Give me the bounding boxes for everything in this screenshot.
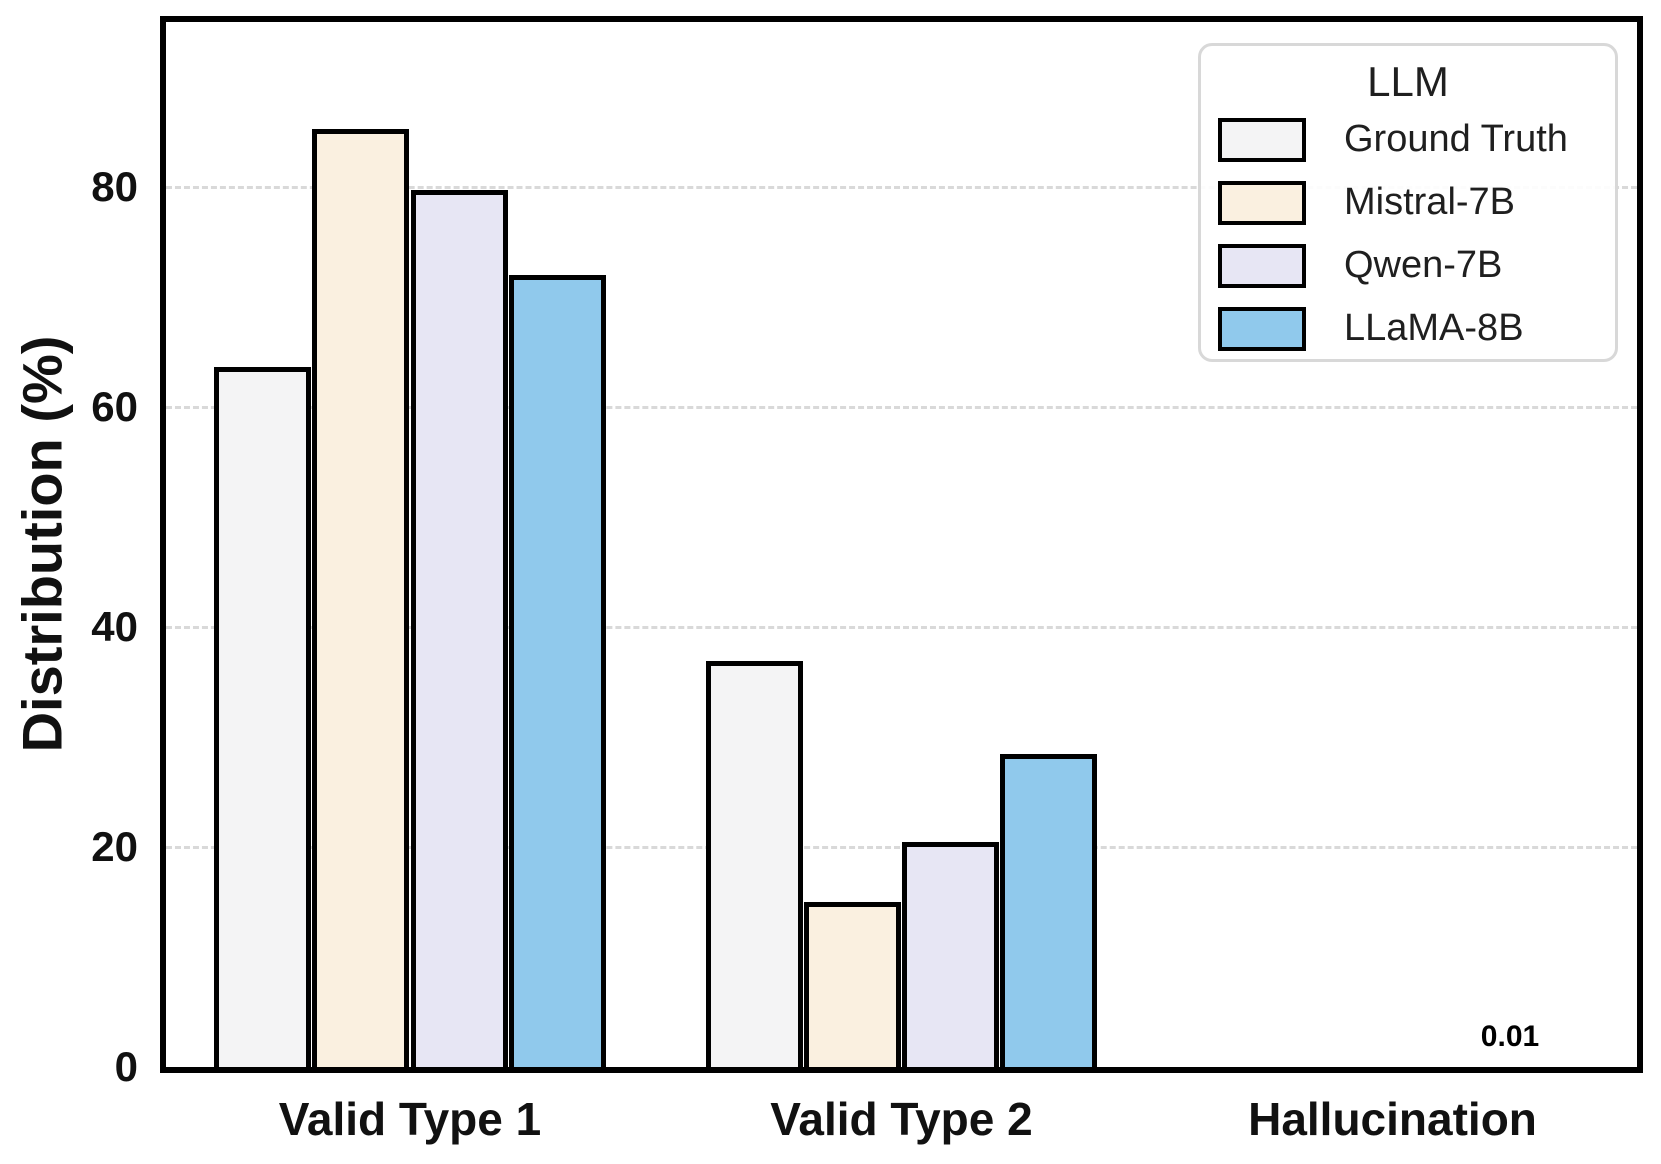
bar-value-annotation: 0.01 (1480, 1020, 1540, 1053)
x-tick-label: Valid Type 2 (770, 1093, 1033, 1145)
legend-row-ground-truth: Ground Truth (1201, 108, 1615, 171)
legend-swatch (1218, 243, 1306, 288)
gridline (166, 405, 1637, 409)
legend-rows: Ground Truth Mistral-7B Qwen-7B LLaMA-8B (1201, 108, 1615, 360)
y-tick-label: 0 (114, 1043, 138, 1090)
legend-swatch (1218, 306, 1306, 351)
legend-row-mistral-7b: Mistral-7B (1201, 171, 1615, 234)
bar-mistral-7b-valid-type-2 (803, 902, 901, 1067)
legend-title: LLM (1367, 58, 1449, 105)
legend-label: Qwen-7B (1344, 244, 1503, 286)
legend: LLM Ground Truth Mistral-7B Qwen-7B LLaMA-8… (1198, 43, 1618, 362)
bar-qwen-7b-valid-type-1 (410, 189, 508, 1067)
legend-swatch (1218, 117, 1306, 162)
y-tick-label: 40 (91, 603, 138, 650)
gridline (166, 185, 1637, 189)
gridline (166, 625, 1637, 629)
y-tick-label: 60 (91, 383, 138, 430)
bar-ground-truth-valid-type-2 (705, 661, 803, 1067)
bar-mistral-7b-valid-type-1 (312, 129, 410, 1067)
x-tick-label: Valid Type 1 (278, 1093, 542, 1145)
bar-llama-8b-valid-type-1 (508, 275, 606, 1067)
bar-llama-8b-valid-type-2 (1000, 753, 1098, 1067)
legend-row-llama-8b: LLaMA-8B (1201, 297, 1615, 360)
legend-label: Mistral-7B (1344, 181, 1516, 223)
legend-swatch (1218, 180, 1306, 225)
y-tick-label: 80 (91, 163, 138, 210)
gridline (166, 845, 1637, 849)
legend-label: Ground Truth (1344, 118, 1568, 160)
legend-label: LLaMA-8B (1344, 307, 1524, 349)
y-tick-label: 20 (91, 823, 138, 870)
legend-row-qwen-7b: Qwen-7B (1201, 234, 1615, 297)
bar-qwen-7b-valid-type-2 (902, 841, 1000, 1067)
bar-ground-truth-valid-type-1 (214, 366, 312, 1067)
x-tick-label: Hallucination (1248, 1093, 1537, 1145)
